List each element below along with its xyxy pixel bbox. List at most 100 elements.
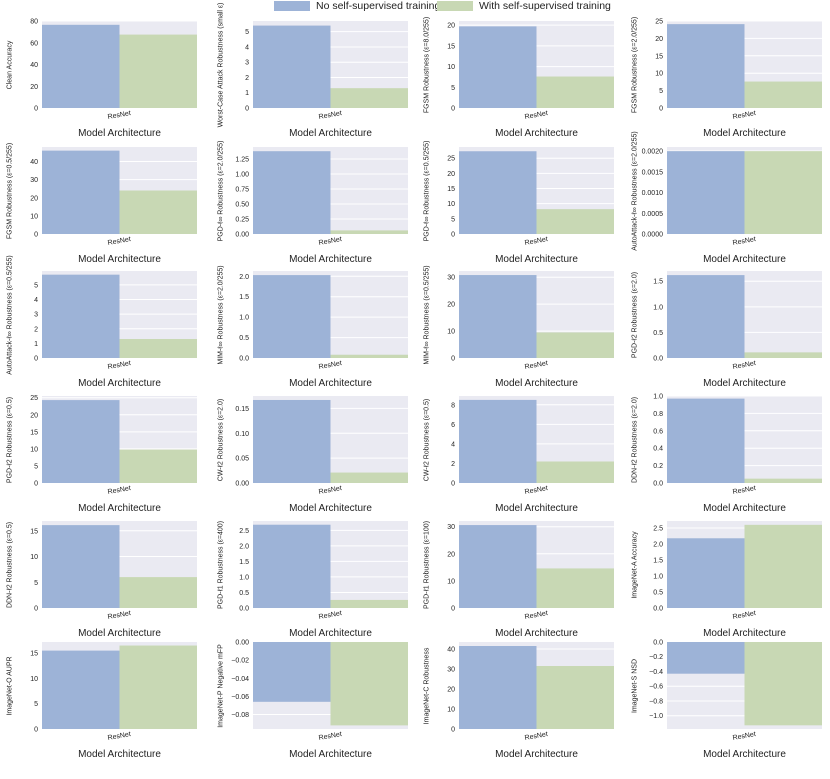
- chart-svg: 0 5 10 15 20 25 ResNet: [655, 19, 822, 121]
- chart-panel: 0.0 0.5 1.0 1.5 2.0 ResNet MIM-ℓ∞ Robustness (…: [211, 265, 418, 389]
- chart-svg: 0 2 4 6 8 ResNet: [451, 396, 614, 496]
- y-tick-label: 20: [30, 84, 38, 91]
- y-tick-label: 0.00: [235, 640, 249, 647]
- y-axis-label: ImageNet-P Negative mFP: [217, 643, 225, 728]
- bar-no-ssl: [253, 399, 331, 483]
- bar-no-ssl: [253, 275, 331, 358]
- chart-panel: 0.00 0.25 0.50 0.75 1.00 1.25 ResNet PGD-ℓ∞ Rob…: [211, 140, 418, 265]
- y-tick-label: 25: [655, 19, 663, 26]
- chart-panel: 0 2 4 6 8 ResNet CW-ℓ2 Robustness (ε=0.5) Model…: [417, 390, 624, 514]
- y-tick-label: 0: [34, 106, 38, 113]
- bar-with-ssl: [330, 88, 408, 108]
- bar-no-ssl: [459, 151, 537, 234]
- y-tick-label: 1.0: [239, 574, 249, 581]
- y-tick-label: 0.15: [235, 406, 249, 413]
- bar-with-ssl: [536, 568, 614, 608]
- chart-svg: 0 10 20 30 ResNet: [447, 521, 614, 621]
- y-tick-label: 4: [245, 44, 249, 51]
- y-tick-label: 0.0: [653, 481, 663, 488]
- y-axis-label: MIM-ℓ∞ Robustness (ε=0.5/255): [423, 264, 431, 365]
- legend-swatch-no-ssl: [274, 1, 310, 11]
- y-tick-label: 0.4: [653, 446, 663, 453]
- y-tick-label: 0.00: [235, 481, 249, 488]
- chart-panel: 0.00 −0.02 −0.04 −0.06 −0.08 ResNet ImageNet-P…: [211, 636, 418, 760]
- y-tick-label: 15: [30, 528, 38, 535]
- chart-panel: 0 5 10 15 ResNet ImageNet-O AUPR Model Archite…: [0, 636, 207, 760]
- chart-svg: 0 10 20 30 40 ResNet: [447, 642, 614, 742]
- chart-svg: 0 10 20 30 40 ResNet: [30, 147, 197, 247]
- y-tick-label: 0.0020: [642, 149, 664, 156]
- y-tick-label: 1.25: [235, 157, 249, 164]
- chart-svg: 0 1 2 3 4 5 ResNet: [245, 21, 408, 121]
- x-axis-label: Model Architecture: [78, 378, 161, 389]
- bar-with-ssl: [744, 81, 822, 108]
- legend: No self-supervised training With self-su…: [0, 0, 830, 12]
- x-axis-label: Model Architecture: [495, 503, 578, 514]
- y-tick-label: 10: [447, 329, 455, 336]
- y-tick-label: 5: [34, 701, 38, 708]
- chart-panel: 0 10 20 30 40 ResNet FGSM Robustness (ε=0.5/25…: [0, 141, 207, 265]
- chart-panel: 0 5 10 15 20 25 ResNet FGSM Robustness (ε=2.0/2…: [625, 15, 830, 139]
- chart-svg: 0.0 0.5 1.0 1.5 2.0 ResNet: [239, 271, 408, 371]
- bar-no-ssl: [42, 650, 120, 729]
- y-tick-label: −0.2: [649, 654, 663, 661]
- x-tick-label: ResNet: [524, 360, 548, 371]
- y-tick-label: 0.0: [653, 640, 663, 647]
- y-tick-label: 10: [30, 446, 38, 453]
- y-tick-label: 0: [34, 727, 38, 734]
- bar-with-ssl: [119, 338, 197, 358]
- chart-svg: 0.0000 0.0005 0.0010 0.0015 0.0020 ResNet: [642, 147, 822, 247]
- chart-panel: 0 1 2 3 4 5 ResNet AutoAttack-ℓ∞ Robustness (ε=…: [0, 255, 207, 389]
- chart-svg: 0.0 −0.2 −0.4 −0.6 −0.8 −1.0 ResNet: [649, 640, 822, 742]
- x-axis-label: Model Architecture: [78, 254, 161, 265]
- bar-no-ssl: [459, 26, 537, 109]
- bar-with-ssl: [330, 599, 408, 608]
- y-axis-label: Worst-Case Attack Robustness (small ε): [217, 2, 225, 127]
- y-tick-label: 1.0: [653, 394, 663, 401]
- bar-no-ssl: [667, 642, 745, 674]
- y-tick-label: 25: [447, 156, 455, 163]
- y-tick-label: 0: [451, 356, 455, 363]
- y-tick-label: 0: [34, 356, 38, 363]
- y-tick-label: 0.5: [653, 330, 663, 337]
- x-axis-label: Model Architecture: [495, 378, 578, 389]
- y-tick-label: 25: [30, 395, 38, 402]
- y-axis-label: AutoAttack-ℓ∞ Robustness (ε=2.0/255): [631, 130, 639, 251]
- y-tick-label: 2.5: [653, 526, 663, 533]
- y-tick-label: 0.5: [653, 590, 663, 597]
- y-tick-label: 0.0015: [642, 169, 664, 176]
- x-tick-label: ResNet: [107, 610, 131, 621]
- x-tick-label: ResNet: [318, 731, 342, 742]
- bar-no-ssl: [459, 646, 537, 729]
- y-tick-label: 10: [30, 676, 38, 683]
- x-tick-label: ResNet: [318, 360, 342, 371]
- x-tick-label: ResNet: [107, 731, 131, 742]
- bar-no-ssl: [42, 400, 120, 483]
- y-axis-label: FGSM Robustness (ε=2.0/255): [631, 16, 639, 113]
- legend-item-with-ssl: With self-supervised training: [437, 0, 611, 12]
- y-tick-label: 1.0: [239, 315, 249, 322]
- x-tick-label: ResNet: [524, 485, 548, 496]
- x-tick-label: ResNet: [107, 110, 131, 121]
- bar-with-ssl: [330, 472, 408, 483]
- chart-svg: 0.00 −0.02 −0.04 −0.06 −0.08 ResNet: [231, 640, 408, 742]
- y-tick-label: 20: [447, 687, 455, 694]
- x-axis-label: Model Architecture: [703, 749, 786, 760]
- chart-panel: 0 20 40 60 80 ResNet Clean Accuracy Model Archi…: [0, 15, 207, 139]
- y-tick-label: 0.0000: [642, 232, 664, 239]
- x-axis-label: Model Architecture: [703, 628, 786, 639]
- x-tick-label: ResNet: [524, 731, 548, 742]
- y-tick-label: 10: [30, 213, 38, 220]
- chart-panel: 0 5 10 15 20 25 ResNet PGD-ℓ∞ Robustness (ε=0.5…: [417, 140, 624, 265]
- chart-svg: 0 5 10 15 20 25 ResNet: [30, 395, 197, 496]
- x-axis-label: Model Architecture: [78, 628, 161, 639]
- x-axis-label: Model Architecture: [495, 628, 578, 639]
- y-axis-label: CW-ℓ2 Robustness (ε=0.5): [423, 398, 431, 481]
- x-tick-label: ResNet: [732, 731, 756, 742]
- chart-panel: 0 5 10 15 20 25 ResNet PGD-ℓ2 Robustness (ε=0.5…: [0, 390, 207, 514]
- bar-with-ssl: [536, 666, 614, 729]
- bar-no-ssl: [459, 275, 537, 358]
- bar-with-ssl: [119, 577, 197, 608]
- bar-with-ssl: [536, 76, 614, 108]
- x-tick-label: ResNet: [524, 610, 548, 621]
